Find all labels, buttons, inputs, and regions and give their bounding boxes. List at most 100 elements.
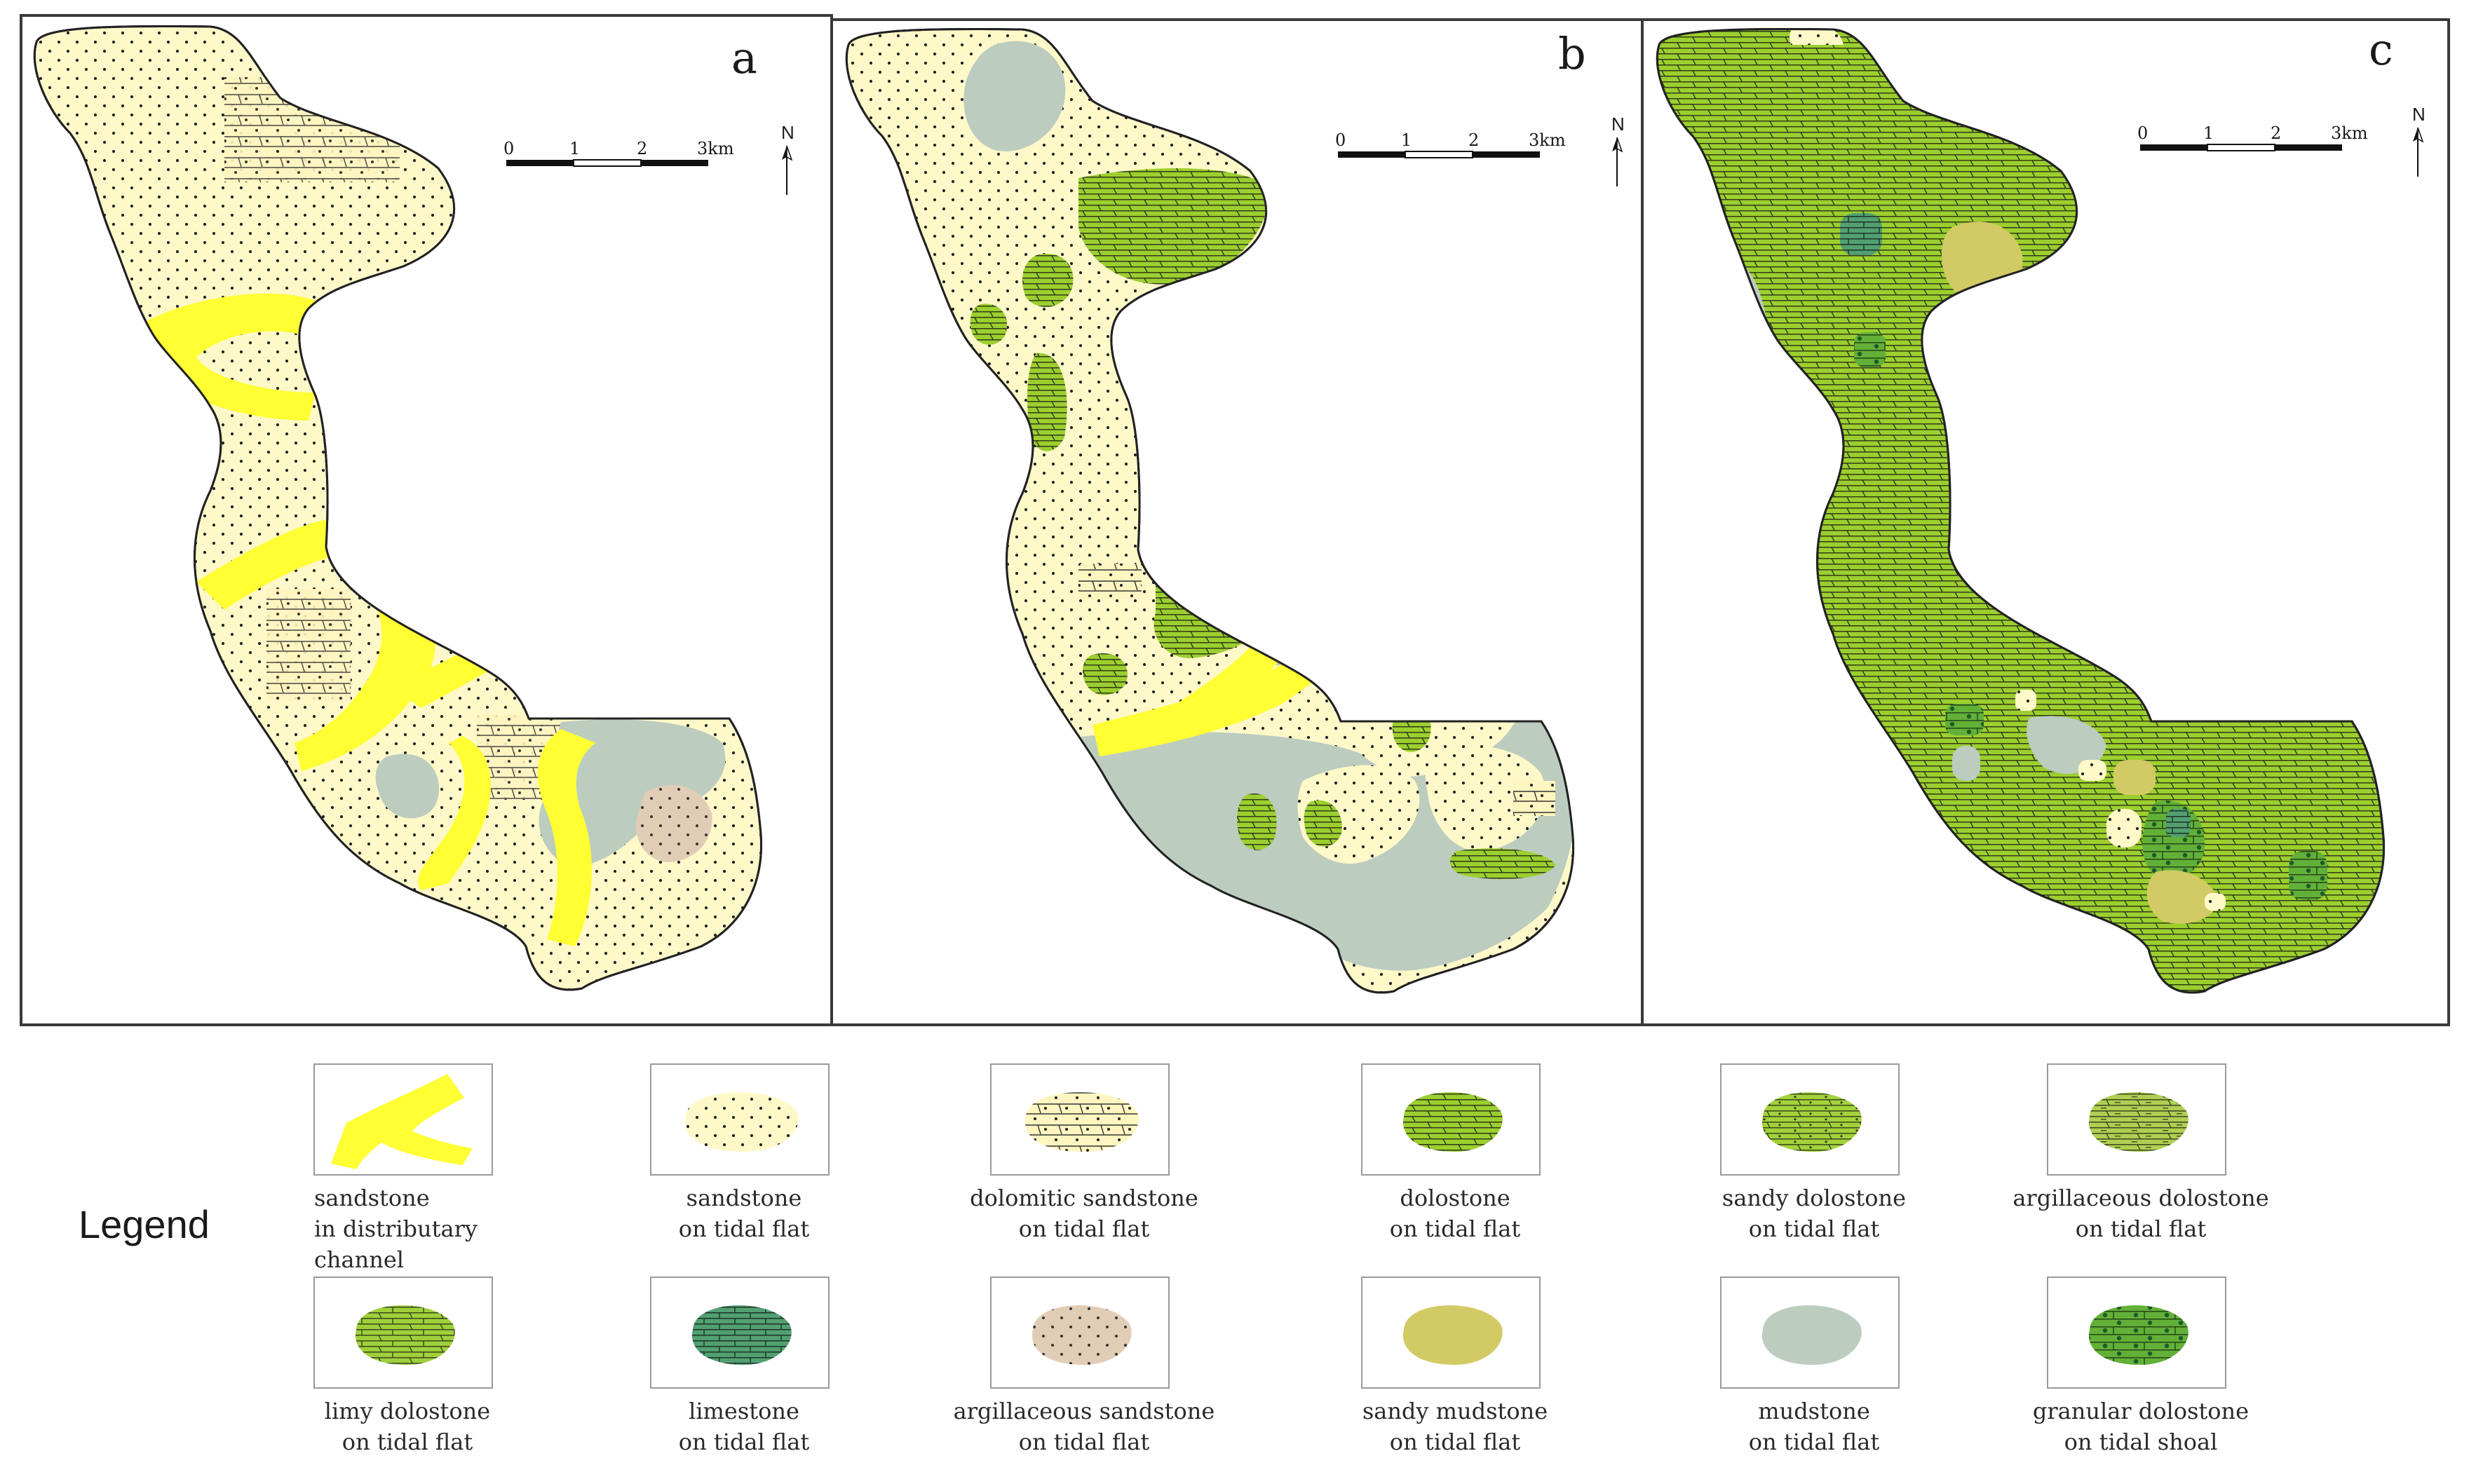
legend-item-sandymud: sandy mudstone on tidal flat	[1361, 1277, 1548, 1455]
mudstone-area	[2027, 716, 2106, 774]
north-arrow-icon	[782, 146, 787, 160]
legend-label: sandstone	[314, 1185, 430, 1211]
legend-swatch	[691, 1305, 792, 1365]
distributary-channel	[418, 736, 491, 890]
sandstone-area	[2015, 690, 2036, 711]
legend-label: argillaceous dolostone	[2013, 1185, 2268, 1211]
legend-swatch	[1402, 1305, 1503, 1365]
north-label: N	[2412, 104, 2426, 125]
scale-tick-1: 1	[569, 139, 580, 158]
sandy-mudstone-area	[2146, 870, 2219, 924]
dolostone-area	[1078, 168, 1269, 285]
sandstone-area	[2205, 893, 2226, 911]
sandstone-area	[1790, 29, 1844, 45]
legend-label: limy dolostone	[325, 1398, 490, 1424]
legend-item-limydolo: limy dolostone on tidal flat	[313, 1277, 493, 1455]
legend-item-sandydolo: sandy dolostone on tidal flat	[1720, 1063, 1906, 1242]
scale-bar-a: 0 1 2 3km	[503, 139, 734, 167]
legend-swatch-box	[313, 1277, 493, 1389]
distributary-channel	[1177, 634, 1289, 718]
north-arrow-icon	[2413, 128, 2418, 142]
limestone-area	[2166, 809, 2191, 837]
legend-item-granular: granular dolostone on tidal shoal	[2033, 1277, 2249, 1455]
legend-label: mudstone	[1758, 1398, 1870, 1424]
scale-tick-0: 0	[1335, 130, 1346, 150]
legend-label: sandy mudstone	[1362, 1398, 1548, 1424]
legend-label: on tidal flat	[1749, 1429, 1880, 1455]
scale-tick-3: 3km	[697, 139, 734, 158]
legend-label: argillaceous sandstone	[954, 1398, 1215, 1424]
legend-item-argsand: argillaceous sandstone on tidal flat	[954, 1277, 1215, 1455]
legend-label: on tidal flat	[342, 1429, 473, 1455]
mudstone-area	[375, 754, 440, 819]
scale-tick-3: 3km	[2331, 123, 2368, 143]
legend-swatch	[1761, 1305, 1862, 1365]
legend-title: Legend	[79, 1202, 210, 1246]
dolostone-area	[1083, 653, 1128, 695]
sandstone-area	[2106, 809, 2142, 847]
legend-swatch	[1024, 1092, 1139, 1152]
legend-label: sandy dolostone	[1722, 1185, 1906, 1211]
legend-label: limestone	[689, 1398, 799, 1424]
scale-bar-c: 0 1 2 3km	[2137, 123, 2368, 151]
legend-label: on tidal flat	[679, 1216, 810, 1242]
argillaceous-sandstone-area	[635, 785, 712, 862]
mudstone-area	[1952, 746, 1980, 781]
legend-swatch	[1761, 1092, 1862, 1152]
legend-label: on tidal flat	[679, 1429, 810, 1455]
scale-tick-1: 1	[2203, 123, 2214, 143]
sandstone-area	[1425, 746, 1545, 852]
legend-swatch	[2088, 1305, 2189, 1365]
legend-label: on tidal flat	[2076, 1216, 2207, 1242]
legend-swatch	[331, 1074, 473, 1169]
dolostone-area	[970, 304, 1008, 345]
scale-bar-b: 0 1 2 3km	[1335, 130, 1566, 158]
legend-label: on tidal flat	[1390, 1429, 1521, 1455]
distributary-channel	[196, 519, 344, 610]
dolostone-area	[1027, 353, 1067, 451]
dolomitic-sandstone-area	[1513, 781, 1555, 816]
distributary-channel	[1093, 599, 1373, 756]
sandy-mudstone-area	[2113, 760, 2156, 795]
legend-swatch	[1402, 1092, 1503, 1152]
legend-label: in distributary	[314, 1216, 478, 1242]
legend-label: channel	[314, 1246, 404, 1273]
distributary-channel	[537, 729, 596, 946]
legend-item-channel: sandstone in distributary channel	[313, 1063, 493, 1273]
legend-item-dolo: dolostone on tidal flat	[1361, 1063, 1541, 1242]
legend-label: dolostone	[1400, 1185, 1510, 1211]
granular-dolostone-area	[1854, 332, 1886, 367]
legend-item-mud: mudstone on tidal flat	[1720, 1277, 1900, 1455]
mudstone-area	[963, 41, 1066, 151]
legend-item-lime: limestone on tidal flat	[650, 1277, 830, 1455]
legend-label: on tidal flat	[1019, 1429, 1150, 1455]
legend-label: dolomitic sandstone	[970, 1185, 1198, 1211]
legend-swatch-box	[1361, 1277, 1541, 1389]
legend-item-argdolo: argillaceous dolostone on tidal flat	[2013, 1063, 2269, 1242]
legend-label: sandstone	[686, 1185, 802, 1211]
legend-label: granular dolostone	[2033, 1398, 2249, 1424]
north-arrow-c: N	[2412, 104, 2426, 177]
north-label: N	[1611, 114, 1625, 135]
north-arrow-a: N	[781, 122, 794, 195]
legend-item-dolsand: dolomitic sandstone on tidal flat	[970, 1063, 1198, 1242]
dolomitic-sandstone-area	[1078, 564, 1142, 599]
legend-label: on tidal flat	[1390, 1216, 1521, 1242]
limestone-area	[1840, 213, 1882, 255]
panel-b-label: b	[1558, 28, 1586, 79]
scale-tick-2: 2	[637, 139, 647, 158]
north-arrow-icon	[1612, 137, 1617, 151]
dolostone-area	[1237, 794, 1277, 850]
scale-tick-0: 0	[2137, 123, 2148, 143]
scale-tick-0: 0	[503, 139, 514, 158]
granular-dolostone-area	[1945, 704, 1984, 735]
dolostone-area	[1022, 254, 1074, 307]
legend-label: on tidal flat	[1749, 1216, 1880, 1242]
dolostone-area	[1304, 800, 1342, 847]
dolomitic-sandstone-area	[266, 589, 351, 701]
legend-label: on tidal shoal	[2064, 1429, 2218, 1455]
panel-a-label: a	[731, 32, 757, 83]
north-label: N	[781, 122, 794, 143]
